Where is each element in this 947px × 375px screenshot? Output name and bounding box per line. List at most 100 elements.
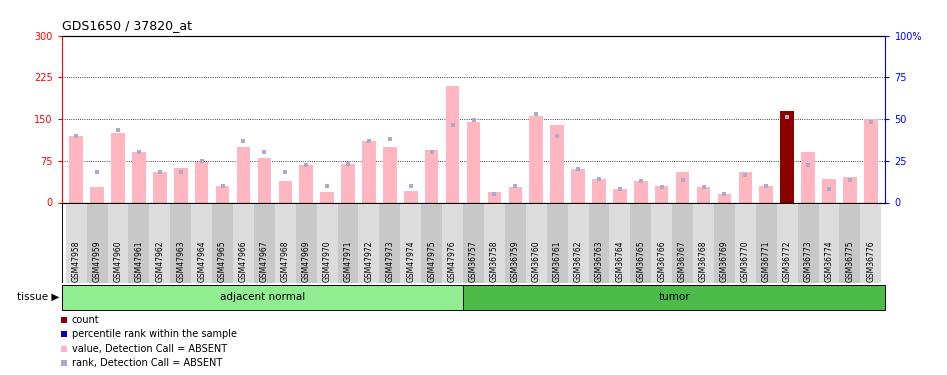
Bar xyxy=(337,202,359,283)
Bar xyxy=(191,202,212,283)
Text: percentile rank within the sample: percentile rank within the sample xyxy=(72,329,237,339)
Text: GSM36770: GSM36770 xyxy=(741,240,750,282)
Bar xyxy=(174,168,188,202)
Bar xyxy=(613,189,627,202)
Text: GSM47974: GSM47974 xyxy=(406,240,416,282)
Bar xyxy=(505,202,526,283)
Bar xyxy=(170,202,191,283)
Text: GSM47971: GSM47971 xyxy=(344,240,352,282)
Bar xyxy=(404,191,418,202)
Bar xyxy=(676,172,689,202)
Text: GSM47969: GSM47969 xyxy=(302,240,311,282)
Bar xyxy=(258,158,271,203)
Bar xyxy=(843,177,857,203)
Bar xyxy=(697,187,710,202)
Bar xyxy=(818,202,839,283)
Bar xyxy=(463,285,885,310)
Bar xyxy=(278,182,292,203)
Text: GSM47972: GSM47972 xyxy=(365,240,373,282)
Bar xyxy=(108,202,129,283)
Bar xyxy=(195,162,208,202)
Text: GSM36767: GSM36767 xyxy=(678,240,688,282)
Bar xyxy=(216,186,229,202)
Text: GSM47958: GSM47958 xyxy=(72,240,80,282)
Bar xyxy=(254,202,275,283)
Bar xyxy=(90,187,104,202)
Text: GSM47965: GSM47965 xyxy=(218,240,227,282)
Bar xyxy=(359,202,380,283)
Bar xyxy=(571,169,585,202)
Bar xyxy=(153,172,167,202)
Bar xyxy=(86,202,108,283)
Text: GDS1650 / 37820_at: GDS1650 / 37820_at xyxy=(62,19,191,32)
Text: GSM47967: GSM47967 xyxy=(259,240,269,282)
Bar xyxy=(631,202,652,283)
Bar xyxy=(446,86,459,202)
Bar xyxy=(739,172,752,202)
Bar xyxy=(610,202,631,283)
Bar xyxy=(320,192,334,202)
Text: GSM36760: GSM36760 xyxy=(531,240,541,282)
Bar xyxy=(295,202,316,283)
Bar xyxy=(592,179,606,203)
Bar xyxy=(801,152,814,202)
Text: GSM36775: GSM36775 xyxy=(846,240,854,282)
Text: GSM47961: GSM47961 xyxy=(134,240,143,282)
Text: GSM36757: GSM36757 xyxy=(469,240,478,282)
Bar xyxy=(62,285,463,310)
Text: GSM47973: GSM47973 xyxy=(385,240,394,282)
Bar xyxy=(421,202,442,283)
Text: GSM47963: GSM47963 xyxy=(176,240,186,282)
Bar xyxy=(316,202,337,283)
Bar xyxy=(380,202,401,283)
Bar xyxy=(588,202,610,283)
Text: GSM47966: GSM47966 xyxy=(239,240,248,282)
Bar xyxy=(275,202,295,283)
Bar xyxy=(299,165,313,202)
Text: adjacent normal: adjacent normal xyxy=(220,292,305,302)
Text: tissue ▶: tissue ▶ xyxy=(17,292,60,302)
Bar xyxy=(509,187,522,202)
Bar xyxy=(780,111,794,202)
Text: rank, Detection Call = ABSENT: rank, Detection Call = ABSENT xyxy=(72,358,222,368)
Bar xyxy=(442,202,463,283)
Bar xyxy=(150,202,170,283)
Text: GSM47964: GSM47964 xyxy=(197,240,206,282)
Text: GSM36765: GSM36765 xyxy=(636,240,645,282)
Bar xyxy=(212,202,233,283)
Bar xyxy=(550,124,564,202)
Text: GSM36762: GSM36762 xyxy=(574,240,582,282)
Bar xyxy=(718,194,731,202)
Text: value, Detection Call = ABSENT: value, Detection Call = ABSENT xyxy=(72,344,226,354)
Bar xyxy=(797,202,818,283)
Bar xyxy=(362,141,376,202)
Text: tumor: tumor xyxy=(658,292,690,302)
Text: GSM36768: GSM36768 xyxy=(699,240,708,282)
Bar xyxy=(759,186,773,202)
Bar xyxy=(714,202,735,283)
Bar xyxy=(567,202,588,283)
Bar xyxy=(401,202,421,283)
Bar xyxy=(655,186,669,202)
Text: GSM47960: GSM47960 xyxy=(114,240,122,282)
Text: count: count xyxy=(72,315,99,325)
Text: GSM47968: GSM47968 xyxy=(281,240,290,282)
Bar xyxy=(237,147,250,202)
Bar xyxy=(634,182,648,203)
Bar xyxy=(341,164,355,202)
Bar xyxy=(672,202,693,283)
Bar xyxy=(383,147,397,202)
Bar xyxy=(526,202,546,283)
Bar xyxy=(864,119,878,202)
Bar xyxy=(529,116,543,202)
Text: GSM47959: GSM47959 xyxy=(93,240,101,282)
Bar xyxy=(861,202,882,283)
Bar xyxy=(69,136,83,202)
Text: GSM36769: GSM36769 xyxy=(720,240,729,282)
Bar xyxy=(425,150,438,202)
Bar xyxy=(822,178,836,203)
Bar xyxy=(463,202,484,283)
Text: GSM47970: GSM47970 xyxy=(323,240,331,282)
Text: GSM36776: GSM36776 xyxy=(867,240,875,282)
Bar xyxy=(652,202,672,283)
